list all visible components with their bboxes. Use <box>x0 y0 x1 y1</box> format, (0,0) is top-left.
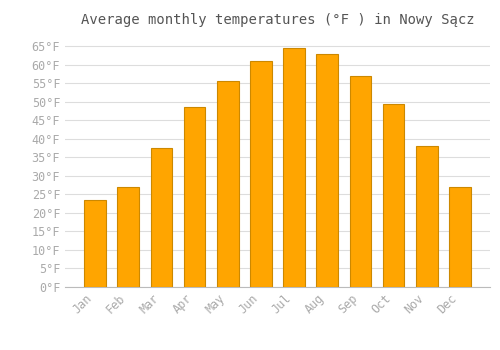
Bar <box>84 200 106 287</box>
Bar <box>150 148 172 287</box>
Bar <box>250 61 272 287</box>
Bar <box>284 48 305 287</box>
Bar <box>118 187 139 287</box>
Bar <box>316 54 338 287</box>
Bar <box>416 146 438 287</box>
Title: Average monthly temperatures (°F ) in Nowy Sącz: Average monthly temperatures (°F ) in No… <box>80 13 474 27</box>
Bar <box>350 76 371 287</box>
Bar <box>184 107 206 287</box>
Bar <box>449 187 470 287</box>
Bar <box>217 81 238 287</box>
Bar <box>383 104 404 287</box>
